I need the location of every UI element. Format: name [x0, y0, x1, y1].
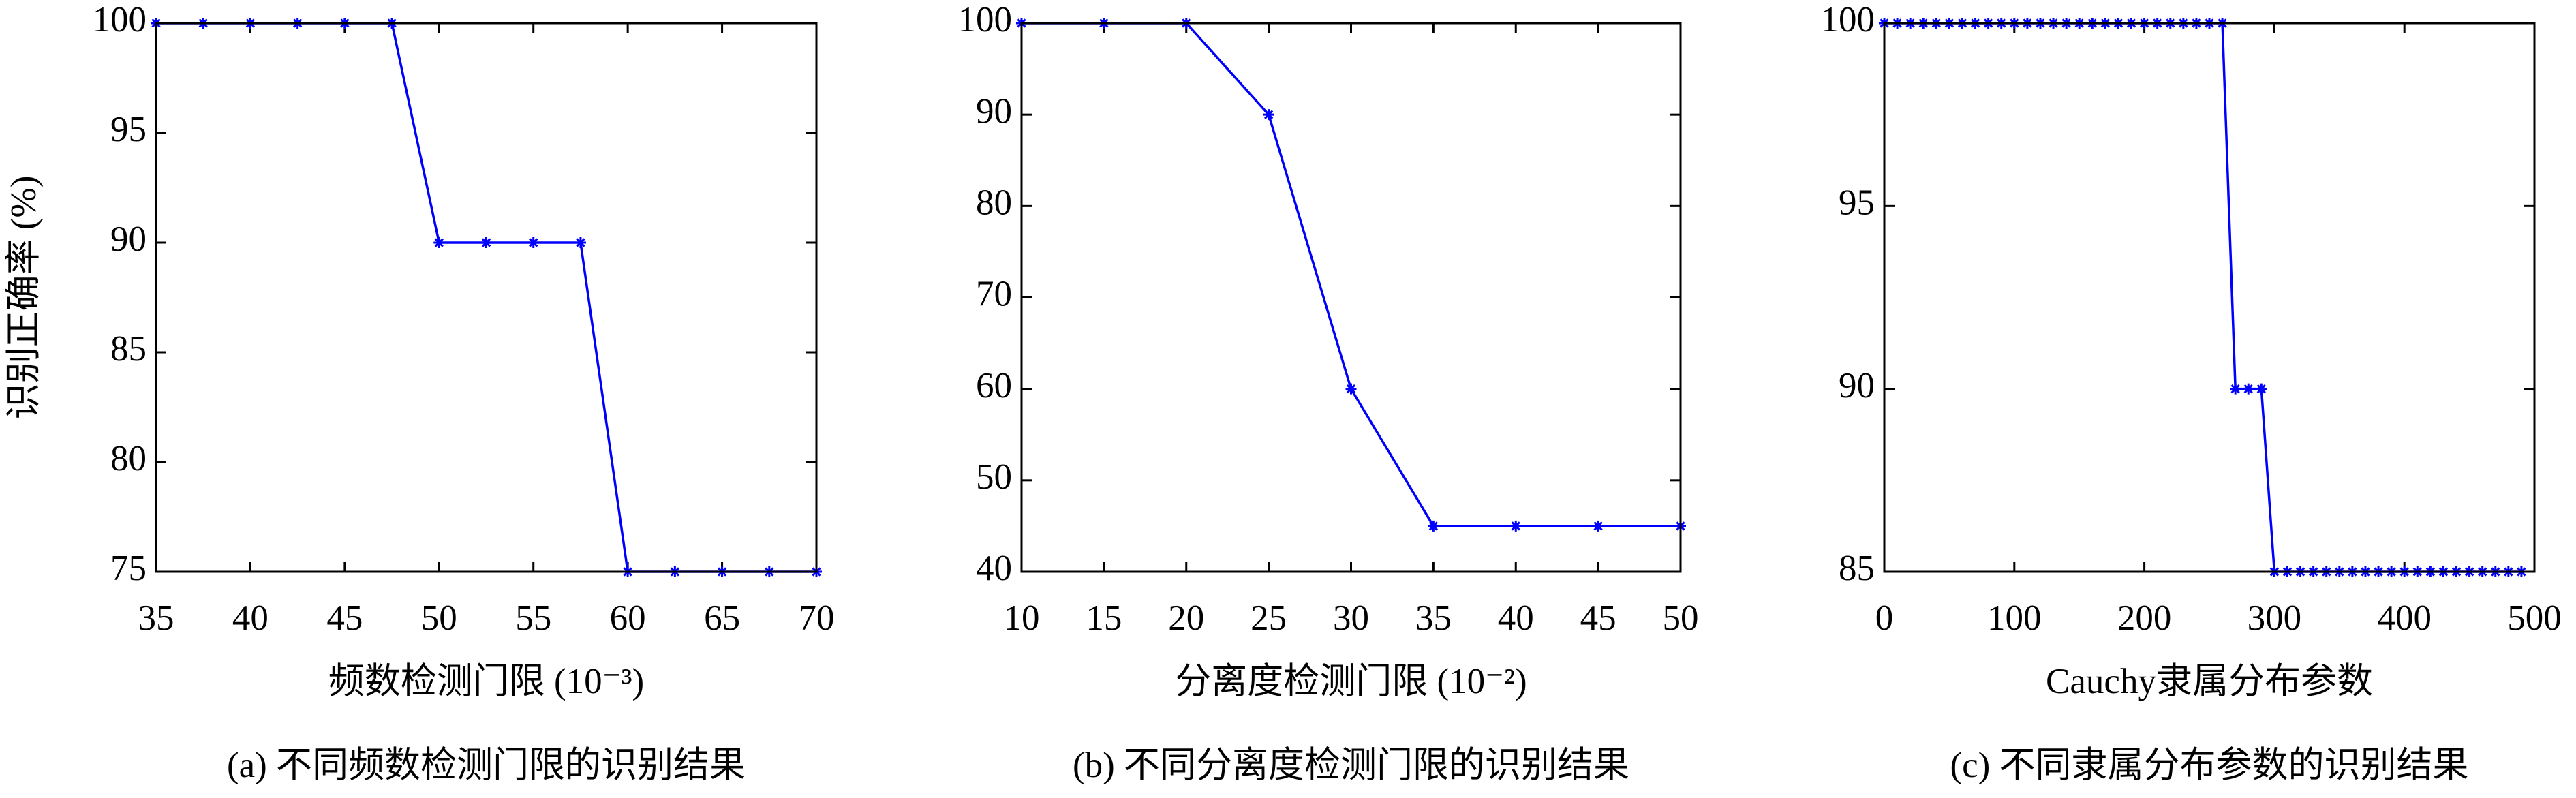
y-axis-label: 识别正确率 (%): [4, 176, 44, 420]
y-tick-label: 95: [1839, 183, 1875, 222]
y-tick-label: 50: [976, 457, 1012, 497]
x-tick-label: 35: [138, 598, 174, 638]
point-marker: [1510, 520, 1522, 532]
x-tick-label: 25: [1251, 598, 1287, 638]
y-tick-label: 85: [1839, 549, 1875, 588]
plot-frame: [155, 22, 818, 573]
x-tick-label: 65: [704, 598, 740, 638]
caption: (b) 不同分离度检测门限的识别结果: [1073, 746, 1629, 785]
x-tick-label: 35: [1415, 598, 1452, 638]
y-tick-label: 60: [976, 366, 1012, 405]
point-marker: [2256, 383, 2267, 395]
y-tick-label: 80: [110, 439, 147, 478]
point-marker: [574, 237, 586, 248]
x-tick-label: 20: [1168, 598, 1204, 638]
point-marker: [2230, 383, 2241, 395]
x-tick-label: 100: [1987, 598, 2042, 638]
plot-frame: [1883, 22, 2536, 573]
x-tick-label: 500: [2507, 598, 2562, 638]
caption: (c) 不同隶属分布参数的识别结果: [1950, 746, 2468, 785]
point-marker: [1263, 109, 1274, 121]
x-axis-label: 频数检测门限 (10⁻³): [328, 662, 644, 701]
x-tick-label: 300: [2248, 598, 2302, 638]
y-tick-label: 90: [1839, 366, 1875, 405]
point-marker: [480, 237, 492, 248]
plot-frame: [1020, 22, 1682, 573]
x-tick-label: 45: [326, 598, 363, 638]
x-tick-label: 0: [1875, 598, 1894, 638]
point-marker: [1345, 383, 1357, 395]
y-tick-label: 40: [976, 549, 1012, 588]
x-tick-label: 40: [1498, 598, 1534, 638]
y-tick-label: 95: [110, 110, 147, 149]
x-axis-label: Cauchy隶属分布参数: [2046, 662, 2373, 701]
x-tick-label: 15: [1086, 598, 1122, 638]
point-marker: [433, 237, 445, 248]
x-tick-label: 40: [232, 598, 269, 638]
point-marker: [1428, 520, 1439, 532]
data-line: [1884, 22, 2521, 573]
y-tick-label: 100: [958, 0, 1013, 40]
point-marker: [527, 237, 539, 248]
data-line: [1022, 22, 1681, 527]
y-tick-label: 100: [93, 0, 147, 40]
x-tick-label: 70: [799, 598, 835, 638]
x-axis-label: 分离度检测门限 (10⁻²): [1175, 662, 1527, 701]
point-marker: [1593, 520, 1604, 532]
x-tick-label: 50: [421, 598, 457, 638]
data-line: [156, 22, 816, 573]
y-tick-label: 80: [976, 183, 1012, 222]
y-tick-label: 70: [976, 275, 1012, 314]
y-tick-label: 90: [110, 219, 147, 259]
x-tick-label: 200: [2117, 598, 2172, 638]
y-tick-label: 85: [110, 329, 147, 369]
x-tick-label: 50: [1663, 598, 1699, 638]
y-tick-label: 90: [976, 91, 1012, 131]
y-tick-label: 75: [110, 549, 147, 588]
point-marker: [2243, 383, 2254, 395]
x-tick-label: 45: [1580, 598, 1616, 638]
y-tick-label: 100: [1821, 0, 1875, 40]
x-tick-label: 55: [515, 598, 551, 638]
x-tick-label: 400: [2377, 598, 2432, 638]
caption: (a) 不同频数检测门限的识别结果: [227, 746, 746, 785]
x-tick-label: 30: [1333, 598, 1369, 638]
x-tick-label: 60: [610, 598, 646, 638]
x-tick-label: 10: [1004, 598, 1040, 638]
